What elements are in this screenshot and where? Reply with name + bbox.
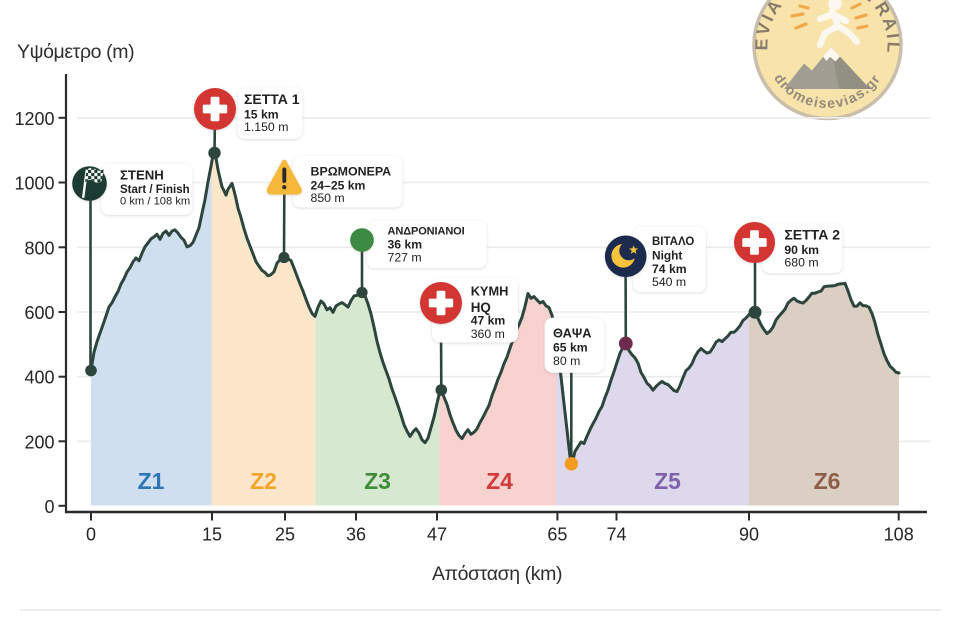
svg-text:ΒΙΤΑΛΟ: ΒΙΤΑΛΟ [652,236,694,248]
svg-text:ΑΝΔΡΟΝΙΑΝΟΙ: ΑΝΔΡΟΝΙΑΝΟΙ [388,226,465,238]
svg-text:1.150 m: 1.150 m [244,120,288,134]
svg-text:36 km: 36 km [388,238,423,252]
svg-text:Night: Night [652,248,682,262]
svg-text:ΣΕΤΤΑ 2: ΣΕΤΤΑ 2 [784,227,840,243]
svg-text:540 m: 540 m [652,275,686,289]
svg-text:90: 90 [739,525,759,545]
svg-text:727 m: 727 m [388,251,422,265]
svg-text:0: 0 [86,525,96,545]
svg-text:74 km: 74 km [652,262,687,276]
svg-text:90 km: 90 km [784,243,819,257]
svg-text:15: 15 [202,525,222,545]
svg-text:680 m: 680 m [784,255,818,269]
svg-text:24–25 km: 24–25 km [311,179,366,193]
svg-text:Απόσταση (km): Απόσταση (km) [432,563,562,585]
svg-text:15 km: 15 km [244,107,279,121]
svg-text:1000: 1000 [14,174,54,194]
svg-text:47: 47 [427,525,447,545]
svg-text:25: 25 [275,525,295,545]
svg-text:ΒΡΩΜΟΝΕΡΑ: ΒΡΩΜΟΝΕΡΑ [311,165,392,179]
svg-text:Z1: Z1 [138,468,165,494]
svg-text:600: 600 [24,303,54,323]
svg-text:200: 200 [24,432,54,452]
svg-text:ΣΤΕΝΗ: ΣΤΕΝΗ [120,168,164,183]
svg-text:Z2: Z2 [250,468,277,494]
svg-text:74: 74 [606,525,626,545]
svg-text:0: 0 [44,497,54,517]
svg-text:65 km: 65 km [553,340,588,354]
svg-text:HQ: HQ [471,300,491,315]
svg-text:ΣΕΤΤΑ 1: ΣΕΤΤΑ 1 [244,91,300,107]
svg-text:Z4: Z4 [486,468,513,494]
svg-text:Z3: Z3 [364,468,391,494]
svg-text:36: 36 [346,525,366,545]
svg-text:800: 800 [24,238,54,258]
svg-text:850 m: 850 m [311,191,345,205]
svg-text:Z6: Z6 [814,468,841,494]
svg-text:ΚΥΜΗ: ΚΥΜΗ [471,283,509,298]
svg-text:1200: 1200 [14,109,54,129]
svg-text:108: 108 [884,525,914,545]
svg-text:400: 400 [24,368,54,388]
svg-text:65: 65 [547,525,567,545]
svg-text:Start / Finish: Start / Finish [120,184,190,196]
svg-text:ΘΑΨΑ: ΘΑΨΑ [553,325,591,340]
svg-text:Z5: Z5 [654,468,681,494]
svg-text:360 m: 360 m [471,327,505,341]
svg-text:47 km: 47 km [471,313,506,327]
svg-text:0 km / 108 km: 0 km / 108 km [120,196,190,208]
svg-text:80 m: 80 m [553,354,580,368]
svg-text:Υψόμετρο (m): Υψόμετρο (m) [17,41,134,63]
